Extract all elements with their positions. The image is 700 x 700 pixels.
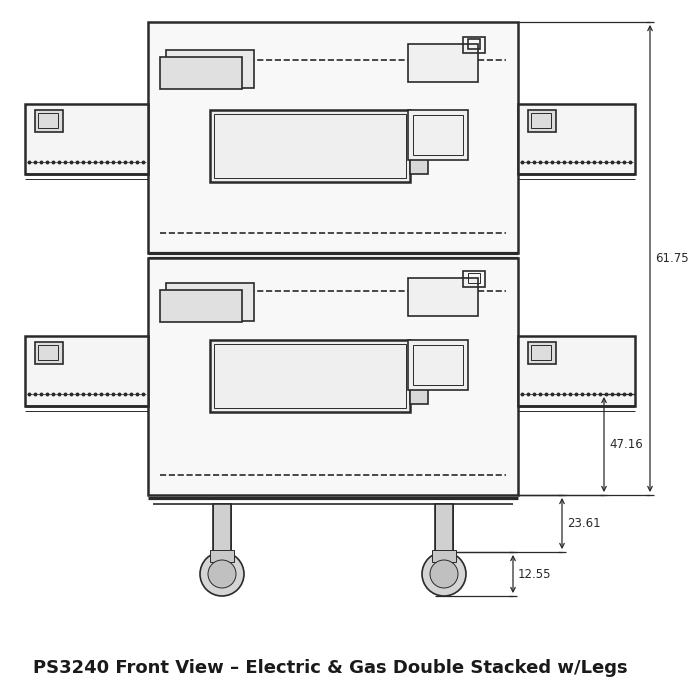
Bar	[410, 118, 428, 174]
Text: 12.55: 12.55	[518, 568, 552, 580]
Bar	[468, 39, 480, 49]
Bar	[214, 344, 406, 408]
Bar	[210, 340, 410, 412]
Text: PS3240 Front View – Electric & Gas Double Stacked w/Legs: PS3240 Front View – Electric & Gas Doubl…	[33, 659, 627, 677]
Bar	[38, 345, 58, 360]
Bar	[528, 110, 556, 132]
Bar	[410, 348, 428, 404]
Bar	[413, 115, 463, 155]
Bar	[528, 342, 556, 364]
Bar	[413, 345, 463, 385]
Bar	[35, 342, 63, 364]
Bar	[213, 504, 231, 552]
Bar	[166, 50, 254, 88]
Circle shape	[208, 560, 236, 588]
Bar	[160, 57, 242, 89]
Bar	[210, 550, 234, 562]
Bar	[35, 110, 63, 132]
Bar	[214, 114, 406, 178]
Circle shape	[200, 552, 244, 596]
Bar	[408, 110, 468, 160]
Bar	[210, 110, 410, 182]
Bar	[148, 22, 518, 253]
Bar	[531, 345, 551, 360]
Circle shape	[430, 560, 458, 588]
Text: 47.16: 47.16	[609, 438, 643, 451]
Bar	[518, 336, 635, 406]
Bar	[435, 504, 453, 552]
Text: 23.61: 23.61	[567, 517, 601, 530]
Bar	[531, 113, 551, 128]
Bar	[463, 37, 485, 53]
Bar	[25, 104, 148, 174]
Bar	[432, 550, 456, 562]
Bar	[166, 283, 254, 321]
Bar	[408, 340, 468, 390]
Bar	[463, 271, 485, 287]
Text: 61.75: 61.75	[655, 252, 689, 265]
Bar	[160, 290, 242, 322]
Bar	[408, 44, 478, 82]
Bar	[518, 104, 635, 174]
Bar	[408, 278, 478, 316]
Circle shape	[422, 552, 466, 596]
Bar	[148, 258, 518, 495]
Bar	[25, 336, 148, 406]
Bar	[468, 273, 480, 283]
Bar	[38, 113, 58, 128]
